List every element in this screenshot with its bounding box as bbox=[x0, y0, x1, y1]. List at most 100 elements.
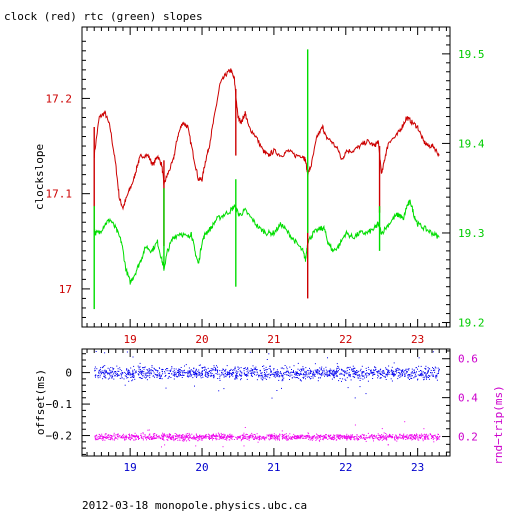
scatter-point bbox=[240, 367, 242, 369]
scatter-point bbox=[243, 437, 245, 439]
scatter-point bbox=[292, 377, 293, 379]
scatter-point bbox=[315, 436, 317, 438]
scatter-point bbox=[248, 439, 250, 441]
scatter-point bbox=[231, 438, 233, 440]
scatter-point bbox=[174, 375, 176, 377]
scatter-point bbox=[195, 368, 197, 370]
scatter-point bbox=[398, 437, 400, 439]
scatter-point bbox=[314, 375, 316, 377]
scatter-point bbox=[377, 372, 379, 374]
scatter-point bbox=[426, 435, 428, 437]
scatter-point bbox=[99, 374, 101, 376]
scatter-point bbox=[129, 436, 130, 438]
scatter-point bbox=[380, 371, 382, 373]
scatter-point bbox=[171, 435, 173, 437]
scatter-point bbox=[314, 373, 316, 375]
scatter-point bbox=[308, 433, 310, 435]
scatter-point bbox=[253, 373, 255, 374]
scatter-point bbox=[135, 370, 137, 372]
scatter-point bbox=[372, 436, 374, 438]
scatter-point bbox=[345, 436, 346, 438]
scatter-point bbox=[195, 372, 197, 374]
scatter-point bbox=[413, 369, 415, 371]
scatter-point bbox=[305, 373, 307, 375]
scatter-point bbox=[118, 436, 120, 438]
scatter-point bbox=[261, 374, 263, 376]
scatter-point bbox=[373, 440, 374, 442]
scatter-point bbox=[390, 435, 392, 437]
scatter-point bbox=[196, 373, 198, 374]
scatter-point bbox=[106, 371, 108, 373]
scatter-point bbox=[425, 373, 427, 375]
scatter-point bbox=[328, 374, 329, 376]
scatter-point bbox=[203, 435, 205, 437]
scatter-point bbox=[184, 435, 186, 437]
scatter-point bbox=[109, 373, 111, 375]
scatter-point bbox=[202, 435, 204, 437]
scatter-point bbox=[151, 438, 152, 440]
scatter-point bbox=[254, 436, 256, 438]
scatter-point bbox=[268, 438, 270, 440]
scatter-point bbox=[436, 435, 438, 437]
scatter-point bbox=[227, 434, 228, 436]
scatter-point bbox=[373, 372, 375, 374]
scatter-point bbox=[207, 374, 209, 376]
scatter-point bbox=[268, 434, 269, 436]
scatter-point bbox=[215, 433, 217, 435]
scatter-point bbox=[297, 368, 299, 370]
scatter-point bbox=[230, 372, 232, 374]
scatter-point bbox=[254, 434, 256, 435]
scatter-point bbox=[277, 439, 278, 441]
scatter-point bbox=[353, 370, 355, 372]
scatter-point bbox=[279, 372, 281, 374]
scatter-point bbox=[112, 376, 114, 377]
scatter-point bbox=[103, 373, 105, 375]
scatter-point bbox=[194, 371, 196, 373]
scatter-point bbox=[251, 369, 253, 370]
scatter-point bbox=[360, 377, 362, 379]
scatter-point bbox=[309, 437, 311, 439]
scatter-point bbox=[400, 375, 402, 377]
scatter-point bbox=[237, 368, 239, 370]
scatter-point bbox=[200, 373, 202, 375]
scatter-point bbox=[138, 377, 140, 379]
scatter-point bbox=[372, 371, 374, 373]
scatter-point bbox=[170, 370, 172, 372]
scatter-point bbox=[170, 377, 172, 378]
scatter-point bbox=[151, 365, 153, 367]
scatter-point bbox=[307, 434, 308, 436]
scatter-point bbox=[162, 435, 164, 437]
scatter-point bbox=[291, 436, 293, 438]
scatter-point bbox=[304, 374, 306, 376]
scatter-point bbox=[270, 435, 272, 437]
scatter-point bbox=[416, 433, 417, 435]
scatter-point bbox=[395, 434, 397, 436]
scatter-point bbox=[202, 373, 203, 375]
scatter-point bbox=[188, 432, 190, 434]
scatter-point bbox=[128, 438, 130, 440]
scatter-point bbox=[232, 375, 234, 377]
scatter-point bbox=[138, 366, 140, 368]
scatter-point bbox=[365, 393, 367, 395]
scatter-point bbox=[374, 435, 376, 437]
scatter-point bbox=[258, 438, 260, 440]
scatter-point bbox=[215, 370, 217, 372]
scatter-point bbox=[417, 368, 418, 370]
scatter-point bbox=[407, 368, 409, 370]
scatter-point bbox=[401, 370, 402, 372]
scatter-point bbox=[104, 377, 106, 379]
scatter-point bbox=[310, 371, 312, 373]
scatter-point bbox=[178, 370, 179, 372]
scatter-point bbox=[362, 378, 364, 380]
scatter-point bbox=[261, 437, 263, 439]
scatter-point bbox=[378, 375, 380, 377]
scatter-point bbox=[380, 435, 382, 437]
scatter-point bbox=[263, 438, 265, 440]
scatter-point bbox=[438, 372, 439, 374]
scatter-point bbox=[229, 433, 231, 435]
scatter-point bbox=[263, 436, 265, 438]
scatter-point bbox=[326, 434, 327, 436]
scatter-point bbox=[341, 373, 343, 375]
scatter-point bbox=[427, 369, 429, 371]
scatter-point bbox=[206, 437, 208, 439]
